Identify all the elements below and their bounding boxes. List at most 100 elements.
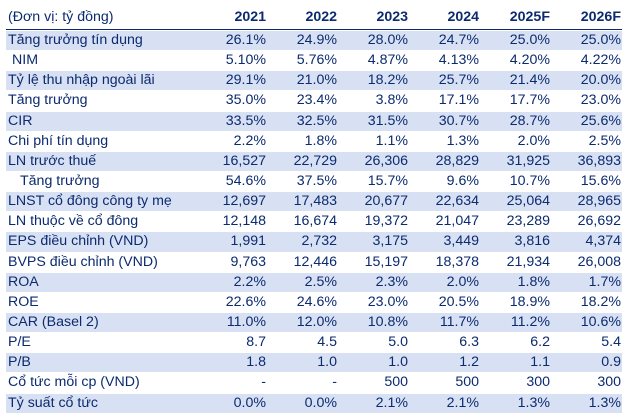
- row-value: 12,446: [293, 253, 337, 270]
- year-2026f-header: 2026F: [580, 8, 621, 25]
- row-value: 23.4%: [296, 92, 337, 109]
- row-value: 3.8%: [375, 92, 408, 109]
- row-value: 1.3%: [446, 132, 479, 149]
- row-value: 3,816: [514, 233, 550, 250]
- table-row: Chi phí tín dụng 2.2% 1.8% 1.1% 1.3% 2.0% 2.5%: [6, 132, 622, 152]
- row-value: 21.0%: [296, 72, 337, 89]
- row-value: 28.0%: [367, 32, 408, 49]
- row-value: 500: [455, 374, 479, 391]
- row-label: Tỷ lệ thu nhập ngoài lãi: [8, 72, 155, 89]
- row-value: 21.4%: [509, 72, 550, 89]
- row-value: 5.0: [388, 334, 408, 351]
- row-value: 28.7%: [509, 112, 550, 129]
- row-label: Tăng trưởng tín dụng: [8, 32, 143, 49]
- row-value: 15,197: [364, 253, 408, 270]
- row-value: 36,893: [577, 152, 621, 169]
- row-value: 20.5%: [438, 293, 479, 310]
- row-value: 3,449: [443, 233, 479, 250]
- unit-label: (Đơn vị: tỷ đồng): [8, 8, 114, 25]
- row-value: 18,378: [435, 253, 479, 270]
- row-label: LNST cổ đông công ty mẹ: [8, 193, 172, 210]
- row-value: 2.1%: [375, 394, 408, 411]
- row-value: 24.9%: [296, 32, 337, 49]
- row-value: 28,829: [435, 152, 479, 169]
- row-label: NIM: [12, 52, 39, 69]
- row-label: ROE: [8, 293, 39, 310]
- row-value: 11.7%: [439, 314, 479, 331]
- row-value: 4,374: [585, 233, 621, 250]
- row-value: -: [332, 374, 337, 391]
- row-value: 5.10%: [225, 52, 266, 69]
- table-row: CAR (Basel 2) 11.0% 12.0% 10.8% 11.7% 11.2% 10…: [6, 312, 622, 334]
- row-value: 16,674: [293, 213, 337, 230]
- row-value: 8.7: [246, 334, 266, 351]
- row-label: EPS điều chỉnh (VND): [8, 233, 149, 250]
- table-row: BVPS điều chỉnh (VND) 9,763 12,446 15,197 18…: [6, 253, 622, 273]
- row-value: 0.9: [601, 354, 621, 371]
- row-value: 4.22%: [580, 52, 621, 69]
- row-label: Tỷ suất cổ tức: [8, 394, 98, 411]
- row-value: 18.2%: [367, 72, 408, 89]
- row-value: 25.0%: [509, 32, 550, 49]
- row-value: 300: [526, 374, 550, 391]
- row-label: Chi phí tín dụng: [8, 132, 109, 149]
- row-value: 10.8%: [367, 314, 408, 331]
- row-value: 22,729: [293, 152, 337, 169]
- row-value: 12,697: [222, 193, 266, 210]
- row-label: Cổ tức mỗi cp (VND): [8, 374, 140, 391]
- row-value: 23.0%: [580, 92, 621, 109]
- row-value: 19,372: [364, 213, 408, 230]
- row-value: 25.6%: [580, 112, 621, 129]
- table-body: Tăng trưởng tín dụng 26.1% 24.9% 28.0% 24.7%…: [6, 31, 622, 414]
- table-row: Tăng trưởng 54.6% 37.5% 15.7% 9.6% 10.7% 15.6%: [6, 172, 622, 193]
- row-value: 25,064: [506, 193, 550, 210]
- row-value: 24.6%: [296, 293, 337, 310]
- row-label: ROA: [8, 273, 39, 290]
- row-value: 4.13%: [438, 52, 479, 69]
- row-label: P/B: [8, 354, 31, 371]
- row-value: 17,483: [293, 193, 337, 210]
- row-value: 17.1%: [438, 92, 479, 109]
- row-label: Tăng trưởng: [8, 92, 88, 109]
- row-value: 35.0%: [225, 92, 266, 109]
- row-value: 2.0%: [517, 132, 550, 149]
- table-row: Tỷ lệ thu nhập ngoài lãi 29.1% 21.0% 18.2% 2…: [6, 71, 622, 92]
- row-label: LN trước thuế: [8, 152, 97, 169]
- table-row: CIR 33.5% 32.5% 31.5% 30.7% 28.7% 25.6%: [6, 111, 622, 132]
- row-value: 26.1%: [225, 32, 266, 49]
- row-value: 28,965: [577, 193, 621, 210]
- row-value: 22.6%: [225, 293, 266, 310]
- row-value: 26,692: [577, 213, 621, 230]
- row-value: 1,991: [230, 233, 266, 250]
- row-value: 33.5%: [225, 112, 266, 129]
- row-value: 31,925: [506, 152, 550, 169]
- table-row: LNST cổ đông công ty mẹ 12,697 17,483 20,67…: [6, 192, 622, 213]
- row-label: CAR (Basel 2): [8, 314, 99, 331]
- row-label: CIR: [8, 112, 33, 129]
- row-label: Tăng trưởng: [20, 173, 100, 190]
- table-row: Tăng trưởng 35.0% 23.4% 3.8% 17.1% 17.7% 23.0%: [6, 91, 622, 112]
- row-value: 6.2: [530, 334, 550, 351]
- row-value: 12.0%: [296, 314, 337, 331]
- row-value: 25.0%: [580, 32, 621, 49]
- table-row: P/B 1.8 1.0 1.0 1.2 1.1 0.9: [6, 353, 622, 374]
- year-2025f-header: 2025F: [509, 8, 550, 25]
- row-value: 15.7%: [367, 173, 408, 190]
- row-value: 22,634: [435, 193, 479, 210]
- row-value: 2.3%: [375, 273, 408, 290]
- row-value: 1.2: [459, 354, 479, 371]
- row-value: 2,732: [301, 233, 337, 250]
- table-row: Cổ tức mỗi cp (VND) - - 500 500 300 300: [6, 373, 622, 394]
- row-value: 4.20%: [509, 52, 550, 69]
- row-value: 20,677: [364, 193, 408, 210]
- forecast-table: (Đơn vị: tỷ đồng) 2021 2022 2023 2024 20…: [6, 5, 622, 414]
- row-value: -: [261, 374, 266, 391]
- row-value: 10.6%: [580, 314, 621, 331]
- table-row: P/E 8.7 4.5 5.0 6.3 6.2 5.4: [6, 333, 622, 354]
- row-value: 31.5%: [367, 112, 408, 129]
- row-value: 2.1%: [446, 394, 479, 411]
- row-value: 11.0%: [226, 314, 266, 331]
- row-value: 54.6%: [225, 173, 266, 190]
- row-value: 11.2%: [510, 314, 550, 331]
- year-2024-header: 2024: [447, 8, 479, 25]
